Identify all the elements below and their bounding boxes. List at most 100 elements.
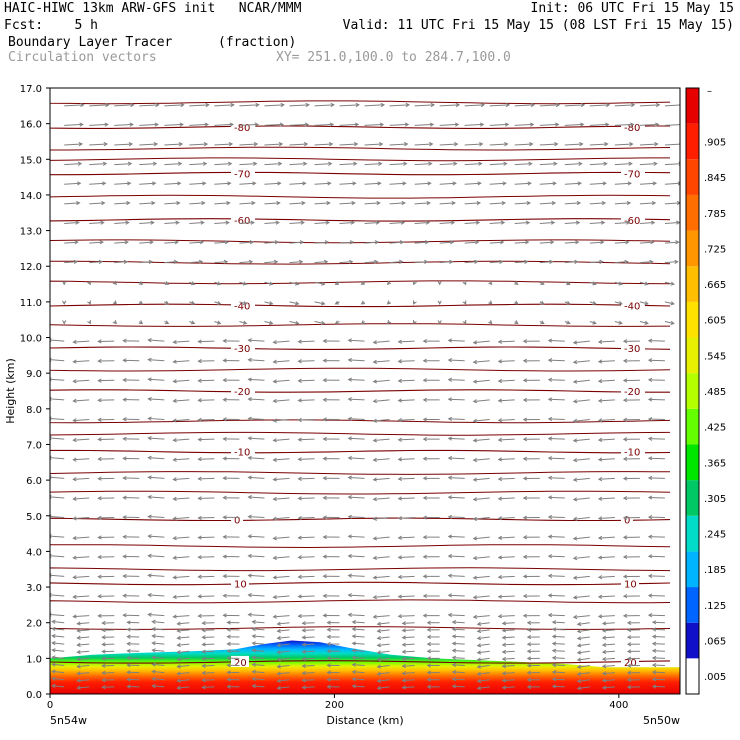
vector-arrowhead [472, 575, 478, 580]
vector-arrowhead [386, 300, 392, 305]
circulation-vector [477, 686, 490, 689]
circulation-vector [398, 438, 415, 441]
circulation-vector [489, 104, 510, 107]
circulation-vector [77, 636, 90, 639]
vector-arrowhead [129, 122, 134, 127]
vector-arrowhead [272, 379, 277, 384]
vector-arrowhead [626, 200, 632, 206]
vector-arrowhead [197, 555, 202, 560]
vector-arrowhead [276, 628, 281, 633]
vector-arrowhead [247, 357, 252, 363]
circulation-vector [473, 556, 490, 559]
vector-arrowhead [130, 102, 135, 108]
vector-arrowhead [151, 634, 156, 639]
vector-arrowhead [176, 200, 181, 206]
vector-arrowhead [447, 397, 453, 402]
vector-arrowhead [72, 516, 77, 521]
vector-arrowhead [149, 240, 154, 245]
vector-arrowhead [501, 642, 507, 647]
vector-arrowhead [87, 319, 91, 325]
circulation-vector [248, 418, 265, 421]
vector-arrowhead [97, 339, 102, 344]
vector-arrowhead [347, 397, 352, 402]
circulation-vector [614, 143, 633, 146]
circulation-vector [298, 438, 315, 441]
circulation-vector [573, 399, 590, 403]
vector-arrowhead [597, 476, 603, 482]
vector-arrowhead [505, 102, 511, 108]
circulation-vector [398, 419, 415, 421]
circulation-vector [50, 339, 65, 342]
circulation-vector [477, 622, 490, 625]
vector-arrowhead [477, 181, 482, 186]
circulation-vector [364, 241, 379, 244]
vector-arrowhead [622, 456, 628, 462]
circulation-vector [377, 622, 390, 625]
circulation-vector [148, 359, 165, 362]
vector-arrowhead [601, 649, 607, 655]
vector-arrowhead [298, 259, 304, 265]
contour-label-bg [231, 655, 249, 667]
vector-arrowhead [62, 280, 67, 286]
vector-arrowhead [501, 621, 507, 626]
vector-arrowhead [422, 417, 427, 422]
vector-arrowhead [514, 300, 519, 305]
colorbar-label: .545 [704, 351, 726, 362]
circulation-vector [277, 664, 290, 668]
vector-arrowhead [253, 142, 259, 147]
circulation-vector [302, 664, 315, 667]
vector-arrowhead [301, 670, 306, 676]
vector-arrowhead [51, 669, 56, 674]
circulation-vector [252, 685, 265, 688]
circulation-vector [277, 672, 290, 675]
vector-arrowhead [597, 359, 603, 364]
vector-arrowhead [304, 122, 310, 127]
circulation-vector [273, 517, 290, 520]
vector-arrowhead [251, 619, 256, 625]
vector-arrowhead [254, 122, 260, 127]
circulation-vector [298, 477, 315, 480]
circulation-vector [77, 622, 90, 625]
circulation-vector [498, 438, 515, 441]
vector-arrowhead [472, 340, 478, 345]
vector-arrowhead [397, 496, 403, 501]
vector-arrowhead [655, 122, 660, 127]
circulation-vector [148, 339, 165, 342]
circulation-vector [539, 221, 555, 224]
circulation-vector [214, 202, 230, 205]
circulation-vector [264, 143, 283, 146]
circulation-vector [164, 241, 179, 244]
vector-arrowhead [299, 240, 305, 245]
circulation-vector [602, 672, 615, 675]
circulation-vector [114, 241, 128, 244]
vector-arrowhead [526, 620, 532, 625]
circulation-vector [339, 182, 356, 185]
vector-arrowhead [352, 181, 357, 186]
vector-arrowhead [178, 142, 184, 147]
vector-arrowhead [147, 357, 152, 362]
circulation-vector [614, 221, 630, 224]
circulation-vector [214, 321, 221, 324]
vector-arrowhead [551, 655, 557, 661]
circulation-vector [464, 221, 480, 224]
circulation-vector [314, 123, 334, 126]
circulation-vector [314, 301, 325, 305]
vector-arrowhead [497, 496, 503, 501]
vector-arrowhead [297, 378, 302, 383]
temperature-contour [50, 581, 671, 586]
vector-arrowhead [97, 456, 102, 462]
plot-frame [49, 87, 681, 695]
vector-arrowhead [275, 220, 280, 225]
vector-arrowhead [322, 515, 327, 520]
vector-arrowhead [428, 161, 433, 166]
circulation-vector [664, 321, 675, 324]
temperature-contour [50, 419, 671, 424]
circulation-vector [298, 340, 315, 343]
circulation-vector [264, 221, 279, 224]
vector-arrowhead [72, 575, 77, 580]
vector-arrowhead [601, 628, 607, 633]
circulation-vector [77, 650, 90, 653]
vector-arrowhead [576, 636, 582, 641]
circulation-vector [64, 123, 83, 126]
temperature-contour [50, 431, 671, 436]
